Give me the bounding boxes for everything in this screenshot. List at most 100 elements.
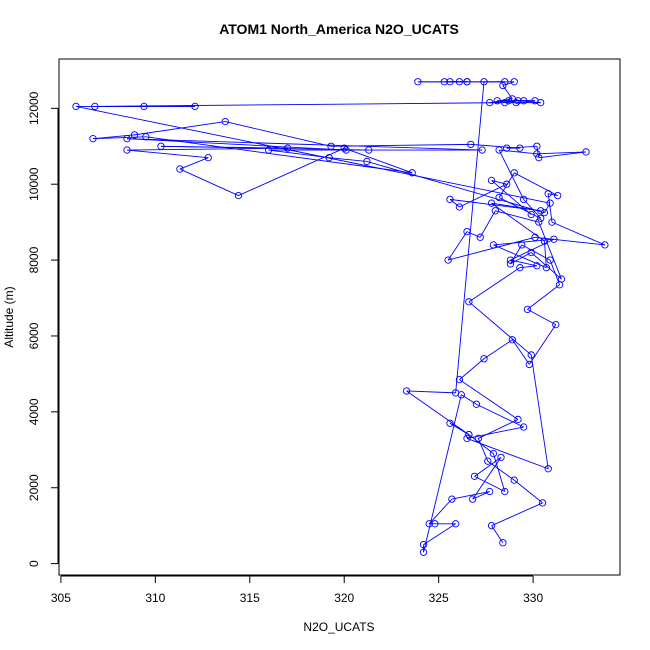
data-point bbox=[455, 203, 464, 211]
data-point bbox=[501, 98, 509, 107]
data-point bbox=[537, 214, 545, 223]
data-point bbox=[465, 298, 473, 306]
x-tick-label: 325 bbox=[429, 591, 449, 605]
data-point bbox=[472, 400, 481, 408]
data-point bbox=[444, 256, 452, 264]
series-line-segment bbox=[493, 244, 547, 269]
series-line-segment bbox=[493, 453, 506, 492]
series-line-segment bbox=[499, 149, 537, 155]
data-point bbox=[493, 97, 501, 105]
series-line-segment bbox=[428, 498, 453, 525]
data-point bbox=[484, 457, 492, 465]
data-point bbox=[506, 256, 515, 264]
data-point bbox=[510, 78, 518, 86]
data-point bbox=[499, 81, 507, 90]
data-point bbox=[476, 233, 484, 241]
series-line-segment bbox=[329, 157, 367, 162]
data-point bbox=[518, 241, 526, 249]
data-point bbox=[425, 520, 433, 528]
data-point bbox=[512, 98, 520, 107]
data-point bbox=[510, 169, 518, 177]
data-point bbox=[523, 305, 532, 314]
series-line-segment bbox=[459, 183, 507, 208]
data-point bbox=[489, 241, 498, 249]
y-tick-label: 10000 bbox=[27, 167, 41, 201]
series-line-segment bbox=[449, 198, 541, 212]
series-line-segment bbox=[487, 460, 515, 481]
x-axis-title: N2O_UCATS bbox=[303, 620, 374, 634]
series-line-segment bbox=[126, 149, 209, 159]
series-line-segment bbox=[179, 157, 209, 170]
data-point bbox=[499, 539, 507, 547]
data-point bbox=[91, 102, 99, 111]
series-line-segment bbox=[514, 172, 558, 196]
data-point bbox=[408, 169, 416, 177]
series-line-segment bbox=[536, 151, 587, 155]
x-tick-label: 315 bbox=[240, 591, 260, 605]
data-point bbox=[463, 434, 471, 443]
y-tick-label: 6000 bbox=[27, 322, 41, 349]
data-point bbox=[419, 540, 428, 549]
plot-frame bbox=[58, 58, 621, 576]
data-point bbox=[467, 140, 475, 149]
data-point bbox=[533, 142, 541, 150]
data-point bbox=[504, 97, 513, 105]
data-point bbox=[495, 146, 503, 154]
series-line-segment bbox=[510, 252, 532, 265]
data-point bbox=[157, 142, 165, 150]
series-line-segment bbox=[476, 403, 524, 428]
series-line-segment bbox=[459, 379, 519, 420]
series-line-segment bbox=[455, 81, 485, 393]
series-line-segment bbox=[495, 210, 539, 223]
series-line-segment bbox=[466, 231, 481, 238]
data-point bbox=[463, 227, 471, 236]
data-point bbox=[544, 465, 552, 473]
series-line-segment bbox=[536, 146, 540, 158]
series-line-segment bbox=[238, 147, 345, 196]
data-point bbox=[520, 195, 528, 204]
series-line-segment bbox=[126, 138, 483, 151]
data-point bbox=[550, 235, 558, 243]
data-point bbox=[582, 148, 590, 156]
data-point bbox=[546, 256, 554, 264]
series-line-segment bbox=[468, 267, 521, 303]
data-point bbox=[487, 199, 496, 207]
series-line-segment bbox=[479, 210, 496, 238]
series-line-segment bbox=[491, 502, 543, 527]
series-line-segment bbox=[474, 475, 505, 492]
data-point bbox=[234, 191, 243, 200]
series-line-segment bbox=[344, 147, 413, 174]
series-line-segment bbox=[543, 241, 547, 268]
data-point bbox=[497, 453, 505, 462]
data-point bbox=[540, 209, 549, 217]
data-point bbox=[489, 449, 498, 458]
y-tick-label: 8000 bbox=[27, 246, 41, 273]
series-group bbox=[72, 78, 609, 556]
data-point bbox=[448, 495, 456, 503]
series-line-segment bbox=[538, 151, 587, 159]
data-point bbox=[419, 548, 428, 556]
data-point bbox=[446, 195, 454, 204]
data-point bbox=[487, 522, 496, 530]
series-line-segment bbox=[527, 309, 556, 325]
data-point bbox=[516, 144, 524, 152]
series-line-segment bbox=[449, 199, 460, 208]
series-line-segment bbox=[94, 102, 505, 107]
series-line-segment bbox=[75, 105, 551, 204]
data-point bbox=[520, 423, 528, 431]
data-point bbox=[72, 102, 80, 111]
series-line-segment bbox=[423, 394, 462, 553]
chart-title: ATOM1 North_America N2O_UCATS bbox=[219, 21, 459, 37]
series-line-segment bbox=[491, 180, 532, 215]
data-point bbox=[142, 133, 150, 141]
series-line-segment bbox=[145, 136, 413, 174]
series-line-segment bbox=[366, 161, 545, 214]
data-point bbox=[446, 419, 454, 427]
y-tick-label: 0 bbox=[27, 560, 41, 567]
data-point bbox=[520, 97, 528, 105]
series-line-segment bbox=[468, 301, 532, 356]
data-point bbox=[516, 264, 524, 272]
data-point bbox=[508, 336, 516, 344]
series-line-segment bbox=[126, 138, 347, 151]
data-point bbox=[340, 144, 348, 152]
